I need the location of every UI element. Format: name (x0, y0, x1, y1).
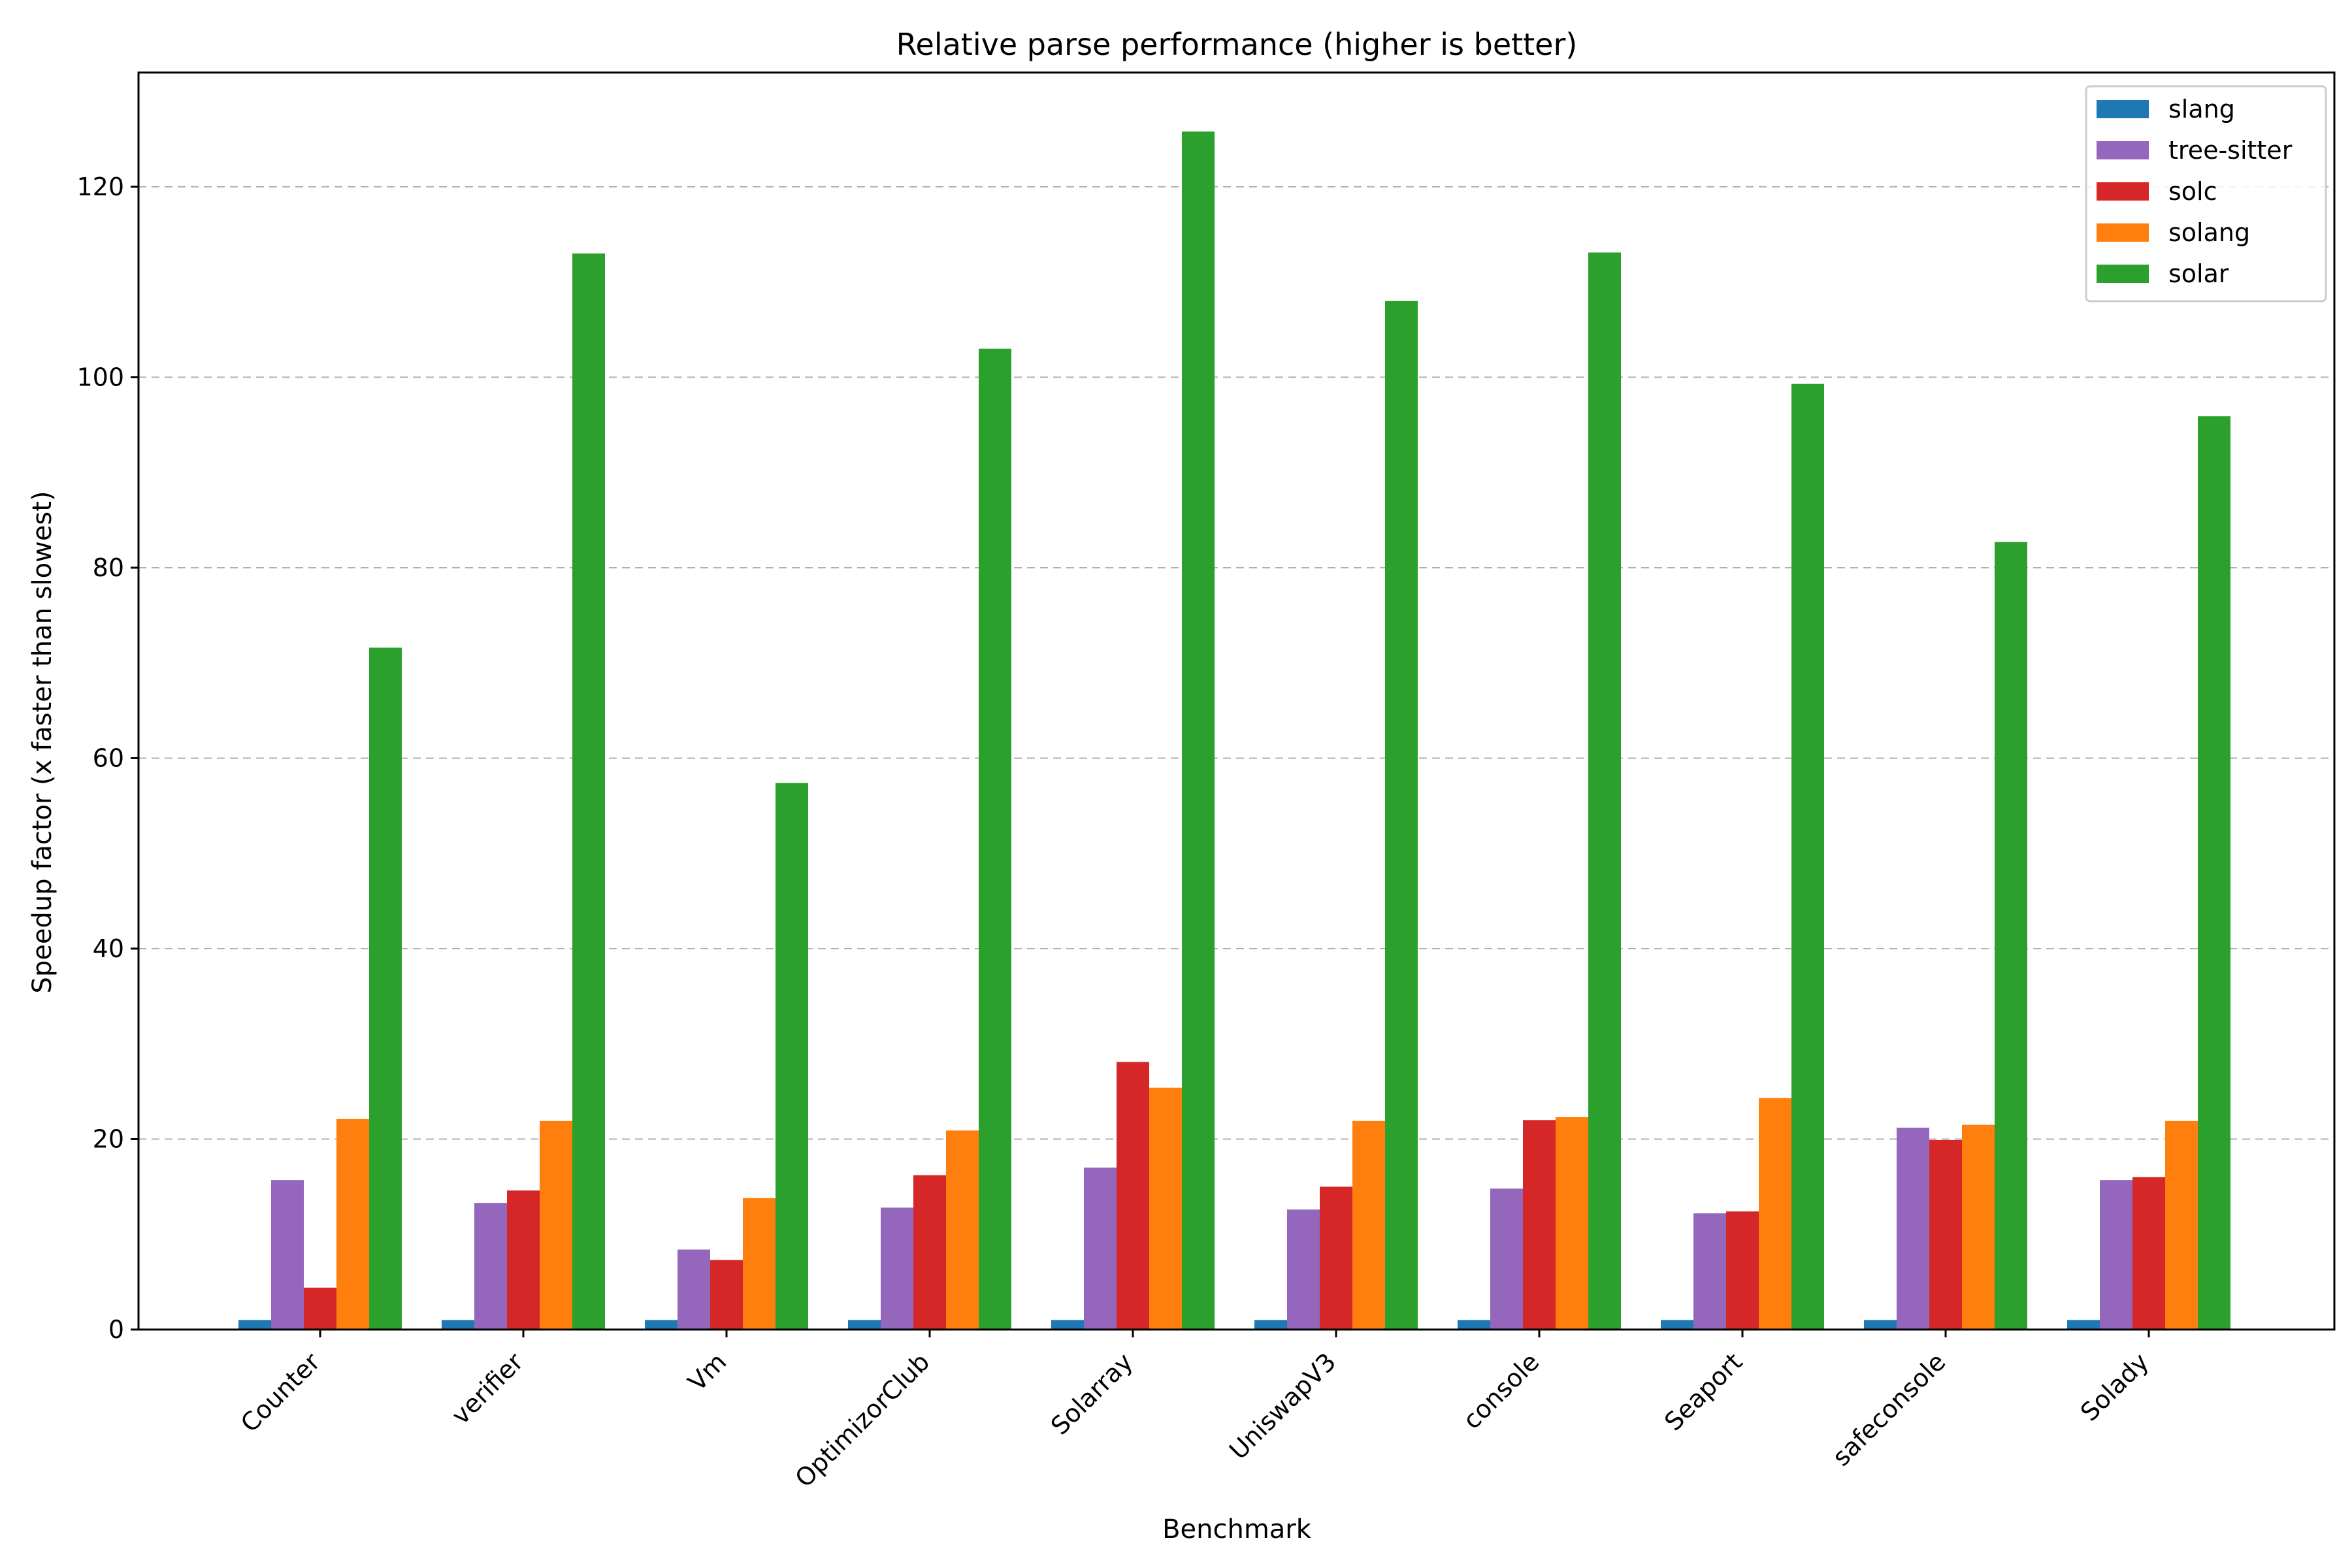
bar-solar-OptimizorClub (979, 348, 1011, 1330)
bar-solc-verifier (507, 1190, 540, 1330)
bar-solang-verifier (540, 1120, 572, 1330)
bar-solang-console (1556, 1117, 1588, 1330)
bar-tree-sitter-Solarray (1084, 1168, 1117, 1330)
bar-solar-Vm (776, 783, 808, 1330)
bar-tree-sitter-Solady (2100, 1180, 2132, 1330)
bar-tree-sitter-verifier (474, 1203, 507, 1330)
y-axis-ticks: 0 20 40 60 80 100 120 (76, 172, 139, 1344)
bar-slang-verifier (442, 1320, 474, 1330)
y-tick-label: 20 (93, 1124, 124, 1153)
bar-solar-Solarray (1182, 131, 1215, 1330)
plot-frame (137, 71, 2336, 1331)
bar-solc-safeconsole (1929, 1139, 1962, 1330)
bar-solang-Seaport (1759, 1098, 1791, 1330)
bar-slang-UniswapV3 (1254, 1320, 1287, 1330)
legend-label-tree-sitter: tree-sitter (2168, 136, 2293, 165)
legend-swatch-slang (2097, 100, 2149, 118)
bar-solang-safeconsole (1962, 1124, 1995, 1330)
legend-label-solar: solar (2168, 259, 2229, 288)
bar-solc-console (1523, 1120, 1556, 1330)
y-tick-label: 0 (108, 1315, 124, 1344)
bar-tree-sitter-Counter (271, 1180, 304, 1330)
bar-slang-safeconsole (1864, 1320, 1897, 1330)
bar-solar-Seaport (1791, 384, 1824, 1330)
bar-tree-sitter-Seaport (1693, 1213, 1726, 1330)
bar-solang-Vm (743, 1198, 776, 1330)
bar-solang-Counter (336, 1119, 369, 1330)
bar-solc-Solarray (1117, 1062, 1149, 1330)
bar-solang-Solarray (1149, 1087, 1182, 1330)
legend-swatch-solang (2097, 223, 2149, 242)
y-axis-label: Speedup factor (x faster than slowest) (27, 491, 57, 993)
legend-swatch-tree-sitter (2097, 141, 2149, 159)
x-axis-label: Benchmark (1162, 1514, 1312, 1544)
bar-solar-UniswapV3 (1385, 301, 1418, 1330)
bars (238, 131, 2230, 1330)
legend-label-solc: solc (2168, 177, 2217, 206)
bar-solang-Solady (2165, 1120, 2198, 1330)
bar-solc-Counter (304, 1287, 336, 1330)
bar-solc-Vm (710, 1260, 743, 1330)
legend-swatch-solc (2097, 182, 2149, 201)
bar-tree-sitter-UniswapV3 (1287, 1209, 1320, 1330)
bar-slang-Seaport (1661, 1320, 1693, 1330)
y-tick-label: 120 (76, 172, 124, 201)
legend-box (2085, 85, 2327, 302)
bar-solc-Seaport (1726, 1211, 1759, 1330)
legend: slang tree-sitter solc solang solar (2085, 85, 2327, 302)
bar-slang-Counter (238, 1320, 271, 1330)
bar-solc-UniswapV3 (1320, 1186, 1352, 1330)
y-tick-label: 60 (93, 743, 124, 772)
bar-solar-Solady (2198, 416, 2230, 1330)
bar-solar-Counter (369, 647, 402, 1330)
bar-solc-OptimizorClub (913, 1175, 946, 1330)
legend-label-solang: solang (2168, 218, 2250, 247)
y-tick-label: 40 (93, 934, 124, 963)
bar-tree-sitter-safeconsole (1897, 1127, 1929, 1330)
bar-solar-safeconsole (1995, 542, 2027, 1330)
bar-slang-Solady (2067, 1320, 2100, 1330)
bar-slang-console (1458, 1320, 1490, 1330)
bar-solang-UniswapV3 (1352, 1120, 1385, 1330)
bar-solang-OptimizorClub (946, 1130, 979, 1330)
bar-solc-Solady (2132, 1177, 2165, 1330)
y-tick-label: 80 (93, 553, 124, 582)
grid-lines (139, 186, 2334, 1140)
y-tick-label: 100 (76, 363, 124, 391)
legend-swatch-solar (2097, 265, 2149, 283)
bar-solar-verifier (572, 253, 605, 1330)
bar-tree-sitter-OptimizorClub (881, 1207, 913, 1330)
bar-slang-Vm (645, 1320, 678, 1330)
bar-slang-Solarray (1051, 1320, 1084, 1330)
bar-solar-console (1588, 252, 1621, 1330)
legend-label-slang: slang (2168, 95, 2235, 123)
chart-title: Relative parse performance (higher is be… (896, 27, 1578, 62)
bar-tree-sitter-Vm (678, 1249, 710, 1330)
bar-slang-OptimizorClub (848, 1320, 881, 1330)
bar-tree-sitter-console (1490, 1188, 1523, 1330)
